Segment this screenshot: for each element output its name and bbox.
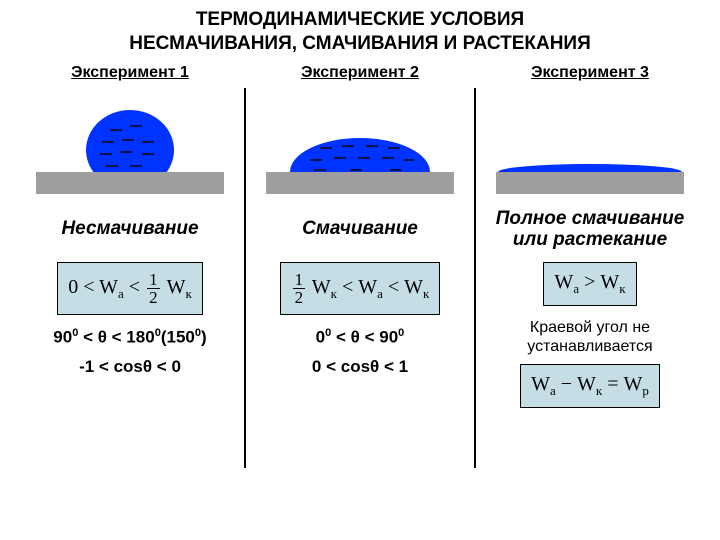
title-line-2: НЕСМАЧИВАНИЯ, СМАЧИВАНИЯ И РАСТЕКАНИЯ xyxy=(20,32,700,56)
illustration-2 xyxy=(260,90,460,200)
illustration-1 xyxy=(30,90,230,200)
columns-wrapper: Эксперимент 1 Несмачивание 0 < Wа < 12 W… xyxy=(0,60,720,538)
column-3: Эксперимент 3 Полное смачивание или раст… xyxy=(476,60,704,538)
cos-2: 0 < cosθ < 1 xyxy=(312,357,408,377)
column-1: Эксперимент 1 Несмачивание 0 < Wа < 12 W… xyxy=(16,60,244,538)
surface-3 xyxy=(496,172,684,194)
title-line-1: ТЕРМОДИНАМИЧЕСКИЕ УСЛОВИЯ xyxy=(20,8,700,32)
formula-3a: Wа > Wк xyxy=(543,262,636,306)
column-2: Эксперимент 2 Смачивание 12 Wк < Wа < Wк… xyxy=(246,60,474,538)
cos-1: -1 < cosθ < 0 xyxy=(79,357,181,377)
phenomenon-2: Смачивание xyxy=(302,208,418,252)
experiment-label-1: Эксперимент 1 xyxy=(71,64,189,82)
illustration-3 xyxy=(490,90,690,200)
surface-1 xyxy=(36,172,224,194)
formula-1: 0 < Wа < 12 Wк xyxy=(57,262,203,315)
note-3: Краевой угол не устанавливается xyxy=(482,318,698,356)
formula-3b: Wа − Wк = Wр xyxy=(520,364,660,408)
phenomenon-1: Несмачивание xyxy=(61,208,198,252)
surface-2 xyxy=(266,172,454,194)
angle-2: 00 < θ < 900 xyxy=(316,327,405,348)
phenomenon-3: Полное смачивание или растекание xyxy=(496,208,685,252)
formula-2: 12 Wк < Wа < Wк xyxy=(280,262,441,315)
angle-1: 900 < θ < 1800(1500) xyxy=(53,327,206,348)
experiment-label-2: Эксперимент 2 xyxy=(301,64,419,82)
experiment-label-3: Эксперимент 3 xyxy=(531,64,649,82)
